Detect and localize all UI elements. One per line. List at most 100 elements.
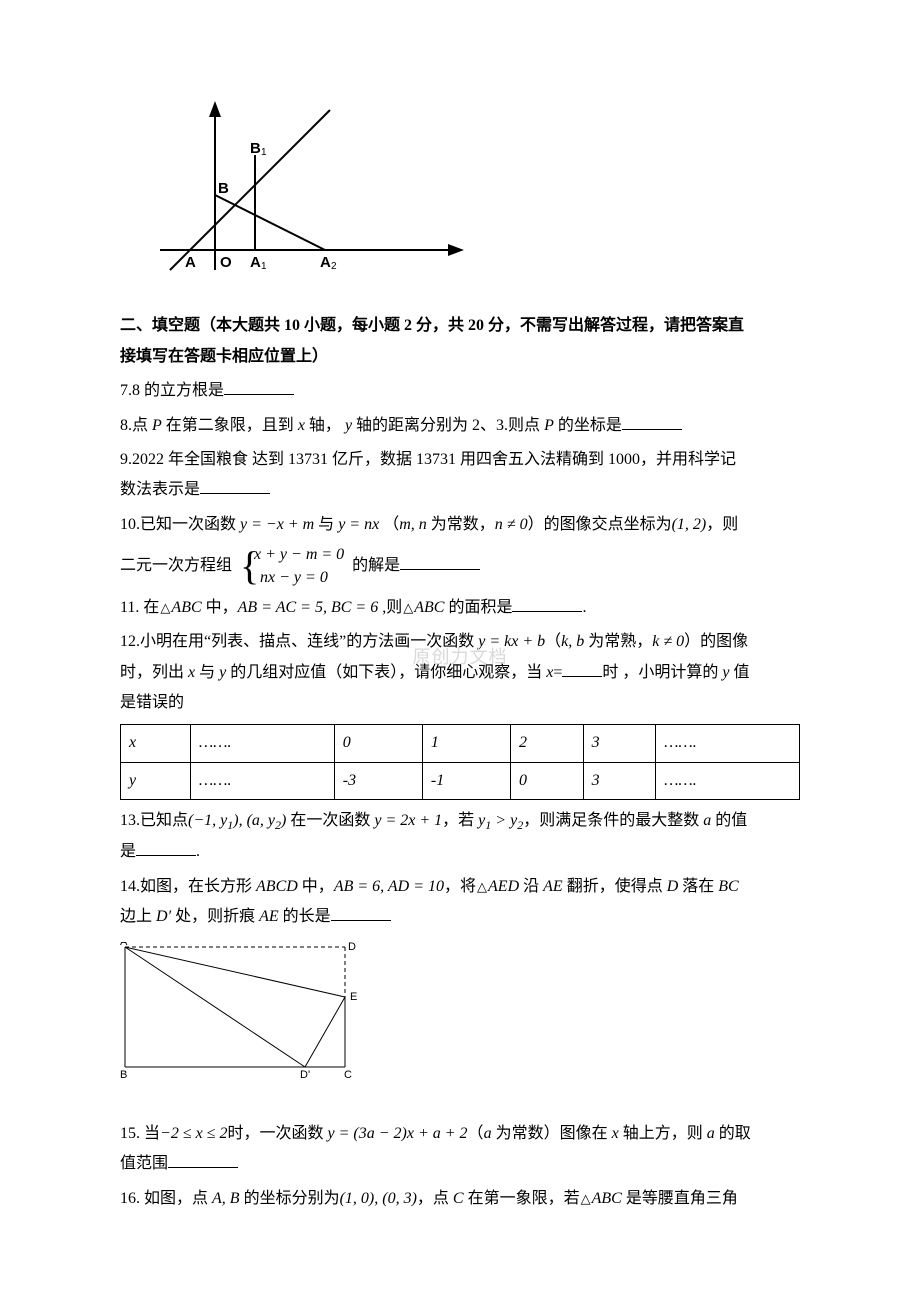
q14-ABCD: ABCD [256,878,298,895]
question-13: 13.已知点(−1, y1), (a, y2) 在一次函数 y = 2x + 1… [120,806,800,867]
q13-eq: y = 2x + 1 [374,812,442,829]
q11-c: ,则 [378,599,402,616]
q8-c: 轴， [305,417,341,434]
q15-g: 值范围 [120,1155,168,1172]
q8-x: x [298,417,305,434]
blank [136,839,196,856]
q14-BC: BC [718,878,738,895]
svg-text:D': D' [300,1069,310,1081]
svg-text:1: 1 [261,147,267,158]
q12-e: 时，列出 [120,664,188,681]
q15-eq: y = (3a − 2)x + a + 2 [328,1125,468,1142]
q16-b: 的坐标分别为 [240,1190,340,1207]
q12-f: 与 [195,664,219,681]
q9-a: 9.2022 年全国粮食 达到 13731 亿斤，数据 13731 用四舍五入法… [120,451,736,468]
q14-h: 处，则折痕 [171,908,259,925]
q7-text: 7.8 的立方根是 [120,382,224,399]
blank [168,1151,238,1168]
q11-dot: . [582,599,586,616]
question-15: 15. 当−2 ≤ x ≤ 2时，一次函数 y = (3a − 2)x + a … [120,1119,800,1180]
q16-AB: A, B [212,1190,240,1207]
question-11: 11. 在△ABC 中，AB = AC = 5, BC = 6 ,则△ABC 的… [120,593,800,623]
cell: 0 [510,762,583,799]
triangle-symbol: △ [159,600,171,615]
svg-text:A: A [185,254,196,271]
q10-mn: m, n [399,516,427,533]
q11-abc: ABC [171,599,201,616]
q14-AED: AED [488,878,519,895]
cell: -1 [422,762,510,799]
q14-g: 边上 [120,908,156,925]
blank [331,904,391,921]
cell: -3 [334,762,422,799]
q8-b: 在第二象限，且到 [162,417,298,434]
q14-c: ，将 [444,878,476,895]
q12-i: 时 ，小明计算的 [602,664,722,681]
svg-text:A: A [250,254,261,271]
q13-f: 是 [120,843,136,860]
q8-e: 的坐标是 [554,417,622,434]
q8-y: y [345,417,352,434]
q15-b: 时，一次函数 [227,1125,327,1142]
q12-j: 值 [730,664,750,681]
q14-eq: AB = 6, AD = 10 [334,878,444,895]
q14-AE2: AE [259,908,279,925]
q10-pt: (1, 2) [672,516,707,533]
cell: 2 [510,725,583,762]
q14-e: 翻折，使得点 [563,878,667,895]
q12-eq: y = kx + b [478,633,545,650]
triangle-symbol-2: △ [402,600,414,615]
question-9: 9.2022 年全国粮食 达到 13731 亿斤，数据 13731 用四舍五入法… [120,445,800,506]
sys-eq2: nx − y = 0 [254,567,344,589]
q13-d: ，则满足条件的最大整数 [523,812,703,829]
q12-k0: k ≠ 0 [652,633,684,650]
q9-b: 数法表示是 [120,481,200,498]
cell: ……. [656,762,800,799]
q11-abc2: ABC [414,599,444,616]
q16-pts: (1, 0), (0, 3) [340,1190,417,1207]
q12-b: （ [545,633,561,650]
q15-c: （ [468,1125,484,1142]
question-12: 12.小明在用“列表、描点、连线”的方法画一次函数 y = kx + b（k, … [120,627,800,718]
question-10: 10.已知一次函数 y = −x + m 与 y = nx （m, n 为常数，… [120,510,800,589]
q10-d: 为常数， [427,516,495,533]
svg-text:A: A [320,254,331,271]
q10-a: 10.已知一次函数 [120,516,240,533]
q14-b: 中， [298,878,334,895]
q10-b: 与 [314,516,338,533]
q13-avar: a [703,812,711,829]
cell: ……. [191,725,335,762]
svg-text:2: 2 [331,261,337,272]
table-row: x ……. 0 1 2 3 ……. [121,725,800,762]
q13-c: ，若 [442,812,478,829]
q13-b: 在一次函数 [286,812,374,829]
svg-text:E: E [350,991,357,1003]
q10-h: 的解是 [352,557,400,574]
figure-axes-triangles: A O A 1 A 2 B B 1 [160,100,800,291]
q13-a: 13.已知点 [120,812,188,829]
q15-avar: a [484,1125,492,1142]
table-row: y ……. -3 -1 0 3 ……. [121,762,800,799]
q10-eq2: y = nx [338,516,379,533]
q12-k: 是错误的 [120,694,184,711]
cell: 3 [583,762,656,799]
q14-D: D [667,878,679,895]
q10-c: （ [379,516,399,533]
q15-x: x [612,1125,619,1142]
q14-a: 14.如图，在长方形 [120,878,256,895]
triangle-symbol-3: △ [476,879,488,894]
q10-neq: n ≠ 0 [495,516,528,533]
equation-system: x + y − m = 0 nx − y = 0 [240,544,344,589]
q14-Dp: D′ [156,908,171,925]
q16-c: ，点 [417,1190,453,1207]
q11-d: 的面积是 [444,599,512,616]
data-table: x ……. 0 1 2 3 ……. y ……. -3 -1 0 3 ……. [120,724,800,800]
q16-a: 16. 如图，点 [120,1190,212,1207]
figure-rectangle-fold: A D B C D' E [120,942,800,1098]
q10-eq1: y = −x + m [240,516,314,533]
q12-yv2: y [722,664,729,681]
q8-d: 轴的距离分别为 2、3.则点 [352,417,544,434]
svg-text:1: 1 [261,261,267,272]
q16-C: C [453,1190,464,1207]
q10-g: 二元一次方程组 [120,557,232,574]
